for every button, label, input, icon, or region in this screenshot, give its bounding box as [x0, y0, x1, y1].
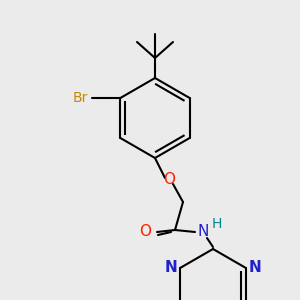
- Text: O: O: [139, 224, 151, 239]
- Text: N: N: [249, 260, 262, 275]
- Text: O: O: [163, 172, 175, 188]
- Text: N: N: [197, 224, 209, 239]
- Text: H: H: [212, 217, 222, 231]
- Text: N: N: [164, 260, 177, 275]
- Text: Br: Br: [73, 91, 88, 105]
